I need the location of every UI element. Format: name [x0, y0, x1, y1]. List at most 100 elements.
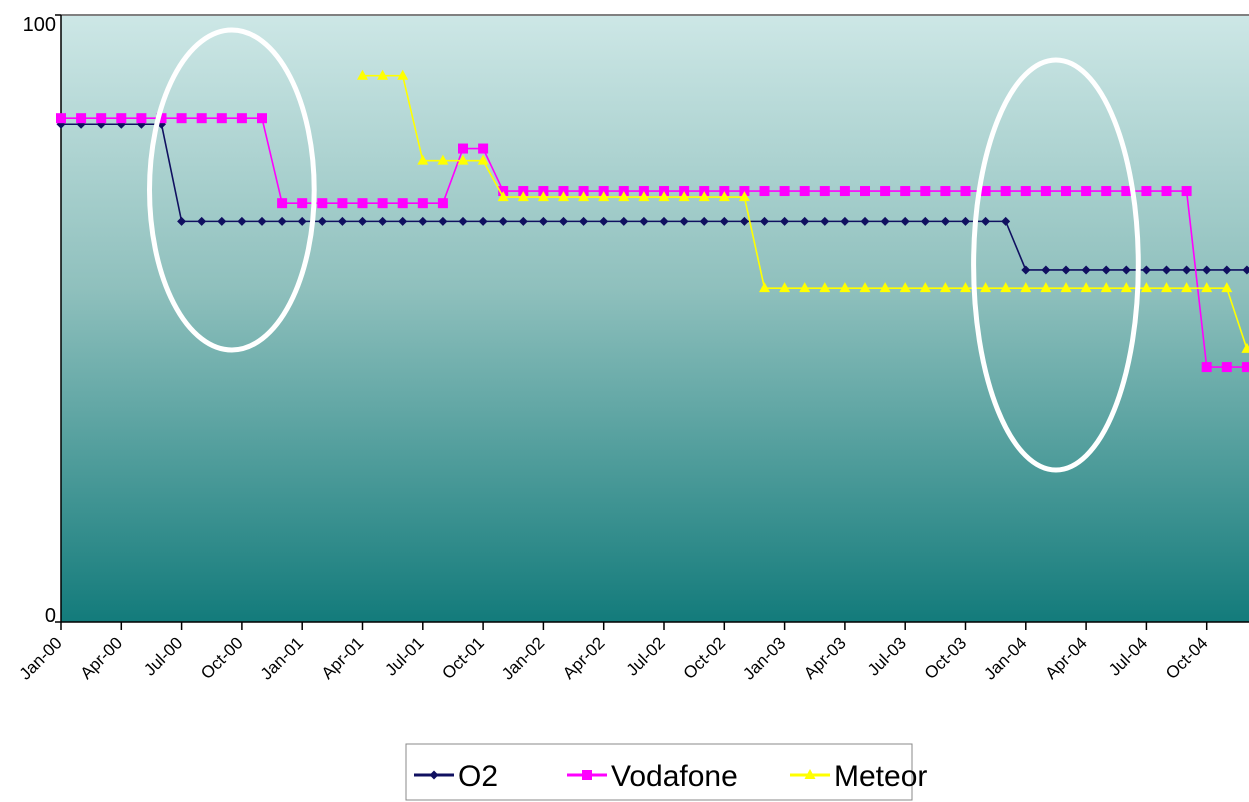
x-tick-label: Oct-01 — [438, 633, 488, 683]
data-point-vodafone — [1061, 186, 1071, 197]
data-point-vodafone — [236, 113, 247, 124]
x-tick-label: Jan-03 — [739, 633, 789, 683]
series-vodafone — [56, 113, 1249, 373]
data-point-meteor — [1221, 282, 1233, 293]
data-point-vodafone — [819, 186, 830, 197]
x-tick-label: Oct-00 — [197, 633, 247, 683]
legend-label-vodafone: Vodafone — [611, 760, 738, 793]
data-point-vodafone — [377, 198, 388, 209]
data-point-meteor — [839, 282, 851, 293]
legend-label-o2: O2 — [458, 760, 498, 793]
data-point-vodafone — [1000, 186, 1011, 197]
data-point-vodafone — [478, 143, 489, 154]
data-point-meteor — [1080, 282, 1092, 293]
data-point-o2 — [679, 216, 689, 226]
data-point-vodafone — [437, 198, 448, 209]
data-point-meteor — [1100, 282, 1112, 293]
data-point-o2 — [1242, 265, 1249, 275]
data-point-meteor — [718, 191, 730, 202]
data-point-o2 — [418, 216, 428, 226]
data-point-vodafone — [1241, 362, 1249, 373]
data-point-o2 — [297, 216, 307, 226]
x-tick-label: Apr-01 — [318, 633, 368, 683]
highlight-layer — [147, 27, 1141, 473]
data-point-vodafone — [1081, 186, 1092, 197]
data-point-o2 — [820, 216, 830, 226]
data-point-vodafone — [196, 113, 207, 124]
data-point-meteor — [658, 191, 670, 202]
data-point-meteor — [1040, 282, 1052, 293]
x-tick-label: Apr-03 — [800, 633, 850, 683]
x-tick-label: Jan-04 — [980, 633, 1030, 683]
data-point-o2 — [498, 216, 508, 226]
data-point-vodafone — [417, 198, 428, 209]
data-point-meteor — [477, 154, 489, 165]
data-point-vodafone — [739, 186, 750, 197]
data-point-o2 — [559, 216, 568, 226]
data-point-vodafone — [940, 186, 951, 197]
data-point-meteor — [759, 282, 770, 293]
x-tick-label: Oct-03 — [921, 633, 971, 683]
data-point-o2 — [518, 216, 528, 226]
data-point-meteor — [980, 282, 992, 293]
data-point-o2 — [840, 216, 850, 226]
data-point-o2 — [579, 216, 589, 226]
data-point-meteor — [1000, 282, 1012, 293]
data-point-o2 — [1021, 265, 1031, 275]
data-point-meteor — [1020, 282, 1032, 293]
data-point-vodafone — [839, 186, 850, 197]
data-point-vodafone — [277, 198, 288, 209]
x-tick-label: Jan-00 — [16, 633, 66, 683]
data-point-o2 — [981, 216, 991, 226]
legend-marker-meteor — [804, 769, 816, 779]
data-point-meteor — [1060, 282, 1072, 293]
data-point-o2 — [1162, 265, 1171, 275]
data-point-o2 — [699, 216, 709, 226]
data-point-o2 — [1141, 265, 1151, 275]
data-point-o2 — [1182, 265, 1192, 275]
data-point-vodafone — [1221, 362, 1232, 373]
data-point-meteor — [678, 191, 690, 202]
data-point-meteor — [457, 154, 469, 165]
data-point-vodafone — [337, 198, 348, 209]
data-point-meteor — [919, 282, 931, 293]
data-point-vodafone — [880, 186, 891, 197]
x-tick-label: Jul-00 — [140, 633, 186, 679]
data-point-o2 — [438, 216, 448, 226]
data-point-vodafone — [357, 198, 368, 209]
x-tick-label: Oct-02 — [680, 633, 730, 683]
data-point-vodafone — [176, 113, 187, 124]
data-point-vodafone — [96, 113, 107, 124]
data-point-o2 — [1061, 265, 1071, 275]
legend-label-meteor: Meteor — [834, 760, 927, 793]
legend: O2 Vodafone Meteor — [405, 743, 927, 801]
data-point-o2 — [599, 216, 609, 226]
data-point-vodafone — [56, 113, 66, 124]
data-point-vodafone — [699, 186, 710, 197]
data-point-meteor — [638, 191, 650, 202]
data-point-vodafone — [397, 198, 408, 209]
data-point-o2 — [719, 216, 729, 226]
data-point-vodafone — [860, 186, 870, 197]
data-point-o2 — [217, 216, 227, 226]
data-point-o2 — [1121, 265, 1131, 275]
data-point-o2 — [1222, 265, 1232, 275]
data-point-meteor — [960, 282, 971, 293]
series-layer — [56, 69, 1249, 373]
data-point-o2 — [257, 216, 267, 226]
data-point-o2 — [317, 216, 327, 226]
data-point-o2 — [1041, 265, 1051, 275]
data-point-vodafone — [317, 198, 328, 209]
data-point-meteor — [1181, 282, 1193, 293]
data-point-meteor — [397, 69, 409, 80]
data-point-meteor — [879, 282, 891, 293]
data-point-vodafone — [458, 143, 468, 154]
data-point-meteor — [1120, 282, 1132, 293]
data-point-vodafone — [1020, 186, 1031, 197]
data-point-o2 — [197, 216, 207, 226]
y-tick-label-top: 100 — [23, 14, 56, 36]
data-point-o2 — [659, 216, 669, 226]
data-point-vodafone — [920, 186, 931, 197]
data-point-o2 — [619, 216, 629, 226]
data-point-vodafone — [297, 198, 308, 209]
